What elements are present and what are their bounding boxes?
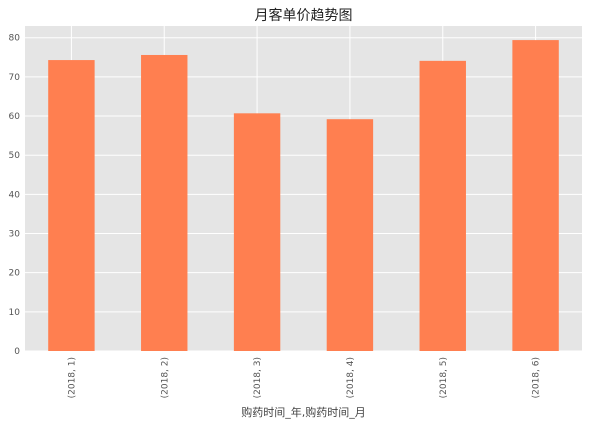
- x-tick-label: (2018, 2): [160, 357, 170, 398]
- y-tick-label: 0: [14, 347, 20, 357]
- x-tick-label: (2018, 5): [439, 357, 449, 398]
- y-tick-label: 40: [9, 190, 21, 200]
- x-tick-label: (2018, 1): [67, 357, 77, 398]
- bar: [326, 119, 374, 351]
- y-tick-label: 10: [9, 308, 21, 318]
- y-tick-label: 70: [9, 73, 21, 83]
- bar: [141, 54, 188, 352]
- x-axis-label: 购药时间_年,购药时间_月: [241, 405, 366, 419]
- y-axis: 0 10 20 30 40 50 60 70 80: [9, 34, 21, 357]
- chart-title: 月客单价趋势图: [255, 7, 353, 24]
- y-tick-label: 30: [9, 230, 21, 240]
- bar: [419, 60, 466, 351]
- plot-area: [25, 26, 582, 351]
- y-tick-label: 20: [9, 269, 21, 279]
- y-tick-label: 60: [9, 112, 21, 122]
- bar: [512, 40, 559, 352]
- x-tick-label: (2018, 6): [532, 357, 542, 398]
- y-tick-label: 50: [9, 151, 21, 161]
- y-tick-label: 80: [9, 34, 21, 44]
- x-tick-label: (2018, 4): [346, 357, 356, 398]
- x-tick-label: (2018, 3): [253, 357, 263, 398]
- bars: [48, 40, 559, 352]
- bar: [48, 60, 95, 352]
- x-axis: (2018, 1) (2018, 2) (2018, 3) (2018, 4) (201…: [67, 357, 541, 398]
- bar: [233, 113, 281, 351]
